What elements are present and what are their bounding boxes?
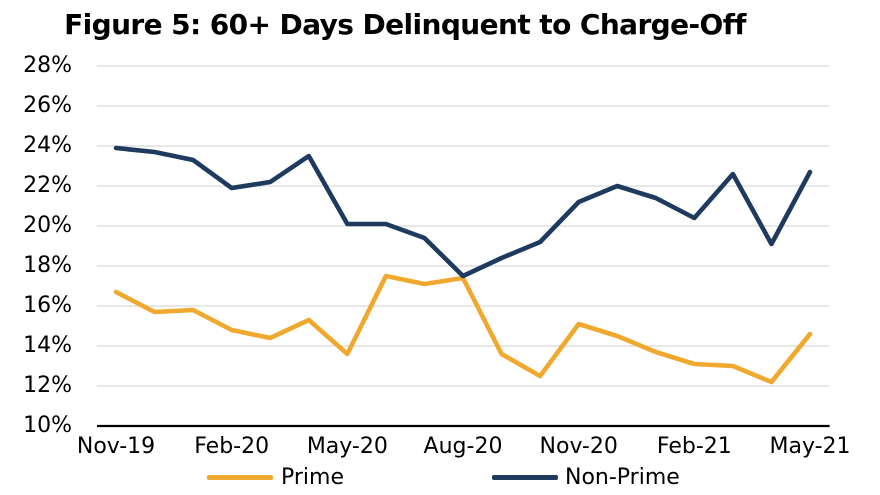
prime-legend-swatch [207,475,273,480]
y-tick-label: 10% [23,413,72,438]
prime-legend-label: Prime [281,465,345,490]
x-tick-label: Nov-20 [539,434,618,459]
x-tick-label: Feb-20 [194,434,270,459]
prime-line [113,273,813,385]
non-prime-legend-swatch [492,475,558,480]
y-tick-label: 14% [23,333,72,358]
y-tick-label: 16% [23,293,72,318]
y-tick-label: 22% [23,173,72,198]
y-tick-label: 24% [23,133,72,158]
non-prime-line [113,145,813,279]
x-tick-label: Aug-20 [423,434,503,459]
y-tick-label: 12% [23,373,72,398]
non-prime-legend-label: Non-Prime [565,465,680,490]
x-tick-label: Feb-21 [656,434,732,459]
y-tick-label: 28% [23,53,72,78]
x-tick-label: May-20 [306,434,388,459]
y-tick-label: 18% [23,253,72,278]
x-tick-label: Nov-19 [76,434,156,459]
x-tick-label: May-21 [769,434,851,459]
y-tick-label: 20% [23,213,72,238]
chart-title: Figure 5: 60+ Days Delinquent to Charge-… [64,8,746,41]
y-tick-label: 26% [23,93,72,118]
